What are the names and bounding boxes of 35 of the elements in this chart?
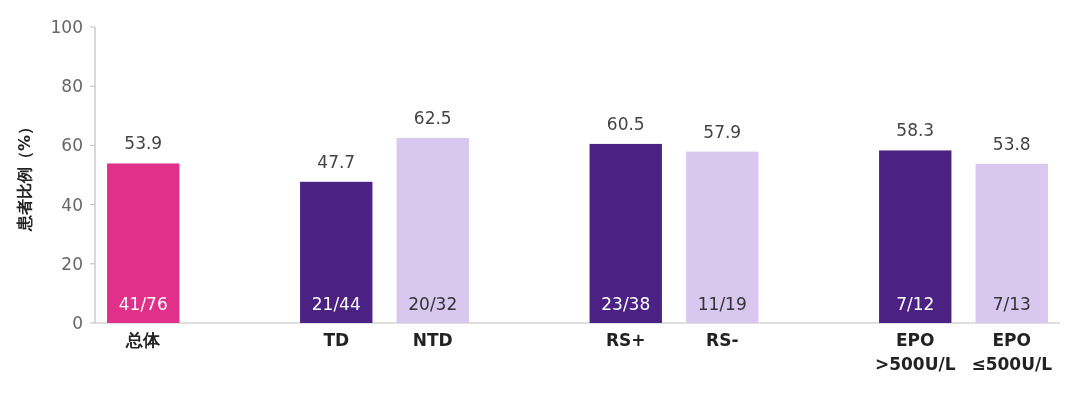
annotation: 41/76 (118, 294, 168, 314)
y-tick-label: 40 (61, 194, 83, 215)
bar (396, 138, 469, 323)
x-tick-label: EPO ≤500U/L (971, 330, 1053, 374)
x-tick-label: TD (323, 330, 350, 350)
data-label: 47.7 (317, 151, 356, 172)
data-label: 60.5 (606, 113, 645, 134)
bar (589, 143, 662, 323)
annotation: 7/12 (896, 294, 935, 314)
y-tick-label: 80 (61, 76, 83, 97)
y-tick-label: 20 (61, 253, 83, 274)
y-tick-label: 100 (50, 17, 83, 37)
annotation: 21/44 (311, 294, 361, 314)
annotation: 11/19 (697, 294, 747, 314)
bar (879, 150, 952, 323)
x-tick-label: 总体 (125, 330, 162, 350)
data-label: 53.9 (124, 133, 163, 154)
annotation: 20/32 (408, 294, 458, 314)
x-tick-label: NTD (412, 330, 453, 350)
bar (107, 163, 180, 323)
bar (686, 151, 759, 323)
annotation: 23/38 (601, 294, 651, 314)
y-tick-label: 0 (72, 313, 83, 333)
annotation: 7/13 (992, 294, 1031, 314)
data-label: 53.8 (992, 133, 1031, 154)
bar (300, 181, 373, 323)
data-label: 57.9 (703, 121, 742, 142)
x-tick-label: EPO >500U/L (874, 330, 956, 374)
x-tick-label: RS- (706, 330, 739, 350)
bar (975, 163, 1048, 323)
data-label: 62.5 (413, 108, 452, 128)
y-axis-title: 患者比例（%） (15, 118, 34, 233)
y-tick-label: 60 (61, 135, 83, 156)
x-tick-label: RS+ (605, 330, 646, 350)
data-label: 58.3 (896, 120, 935, 141)
